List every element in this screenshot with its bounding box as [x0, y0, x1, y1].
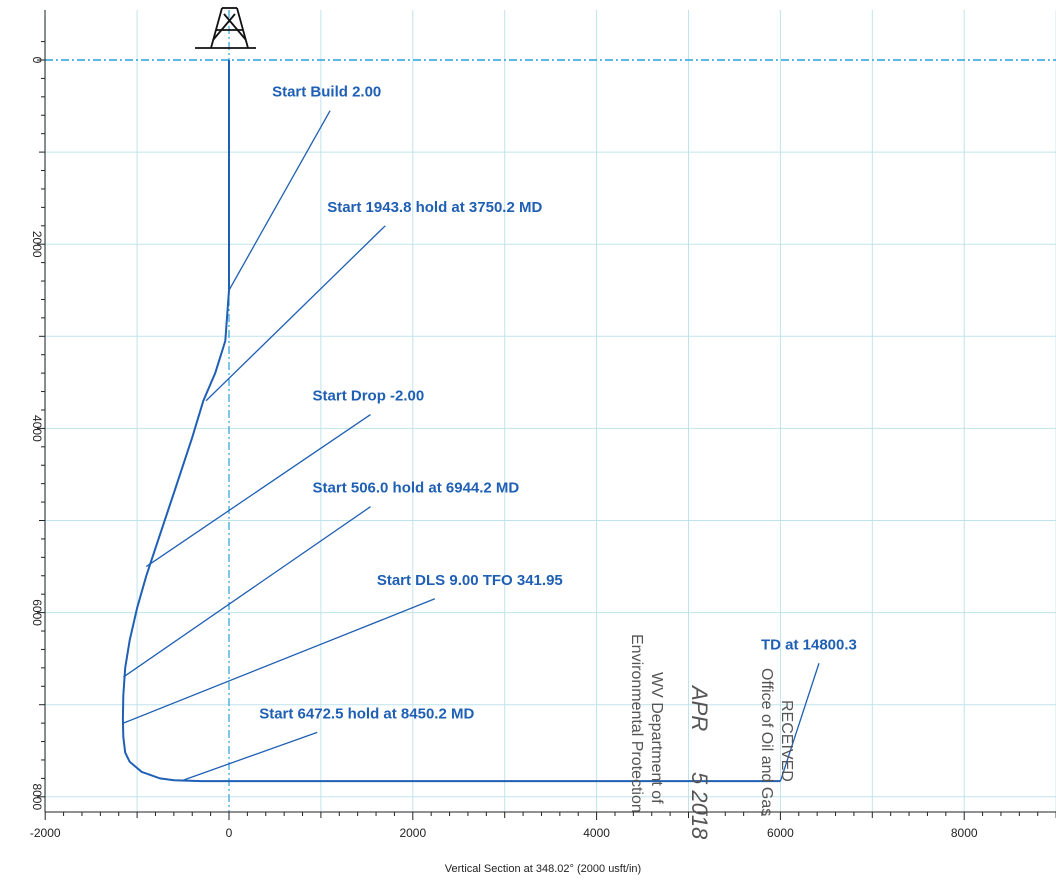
- x-tick-label: 2000: [399, 826, 426, 840]
- y-tick-label: 0: [30, 57, 44, 64]
- y-tick-label: 4000: [30, 415, 44, 442]
- stamp-month: APR: [687, 684, 712, 731]
- stamp-day-year: 5 2018: [687, 772, 712, 840]
- x-tick-label: 8000: [951, 826, 978, 840]
- stamp-department: WV Department of: [648, 672, 665, 804]
- annotation-label: TD at 14800.3: [761, 636, 857, 653]
- annotation-leader: [205, 225, 386, 402]
- x-axis-label: Vertical Section at 348.02° (2000 usft/i…: [445, 863, 641, 875]
- annotation-leader: [779, 663, 820, 782]
- y-tick-label: 8000: [30, 783, 44, 810]
- annotation-label: Start 1943.8 hold at 3750.2 MD: [327, 199, 542, 216]
- annotation-label: Start Drop -2.00: [313, 388, 425, 405]
- stamp-environmental: Environmental Protection: [628, 634, 645, 813]
- axis-layer: -2000 0 2000 4000 6000 8000 0 2000 4000 6000 8000: [30, 10, 1056, 840]
- x-tick-label: 6000: [767, 826, 794, 840]
- stamp-office: Office of Oil and Gas: [758, 668, 775, 816]
- stamp-received: RECEIVED: [778, 700, 795, 782]
- annotation-label: Start 506.0 hold at 6944.2 MD: [313, 480, 520, 497]
- x-tick-label: -2000: [30, 826, 61, 840]
- x-tick-label: 0: [226, 826, 233, 840]
- annotation-leader: [228, 110, 331, 291]
- annotation-leader: [123, 598, 436, 724]
- annotation-label: Start DLS 9.00 TFO 341.95: [377, 572, 563, 589]
- y-tick-label: 6000: [30, 599, 44, 626]
- annotation-leader: [145, 414, 371, 568]
- grid-layer: [44, 10, 1056, 812]
- annotation-leader: [122, 506, 371, 678]
- well-path-line: [121, 60, 781, 783]
- annotation-label: Start Build 2.00: [272, 84, 381, 101]
- annotation-label: Start 6472.5 hold at 8450.2 MD: [259, 705, 474, 722]
- annotation-layer: Start Build 2.00 Start 1943.8 hold at 375…: [122, 84, 857, 782]
- x-tick-label: 4000: [583, 826, 610, 840]
- series-layer: [121, 60, 781, 783]
- y-tick-label: 2000: [30, 231, 44, 258]
- annotation-leader: [182, 731, 318, 781]
- drilling-rig-icon: [195, 7, 256, 49]
- received-stamp: RECEIVED Office of Oil and Gas APR 5 201…: [628, 634, 795, 840]
